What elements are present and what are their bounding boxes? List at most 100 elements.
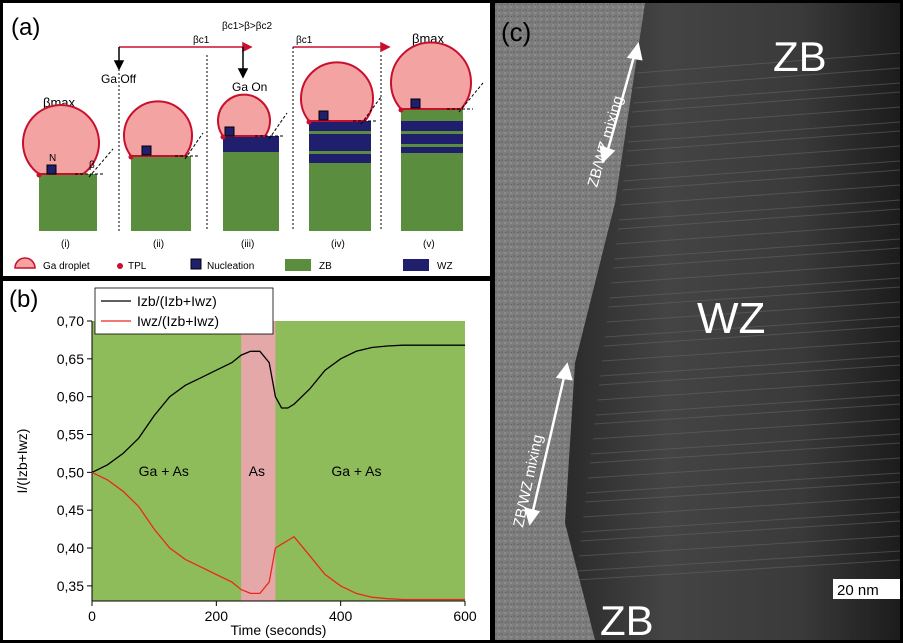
stage-iv bbox=[300, 61, 382, 231]
panel-c: (c) ZB WZ ZB ZB/WZ mixing ZB/WZ mixing 2… bbox=[495, 3, 900, 640]
legend-tpl-icon bbox=[117, 263, 123, 269]
y-tick-label: 0,70 bbox=[57, 313, 84, 329]
fault-line bbox=[616, 223, 900, 245]
panel-a-label: (a) bbox=[11, 14, 40, 41]
chart-axes: 0 200 400 600 0,35 0,40 0,45 0,50 0,55 0,60 0,65 0,… bbox=[57, 313, 477, 624]
fault-line bbox=[617, 208, 900, 230]
region-label-2: As bbox=[249, 463, 265, 479]
fault-line bbox=[613, 247, 900, 269]
fault-line bbox=[599, 364, 900, 386]
legend-ga-droplet: Ga droplet bbox=[43, 261, 90, 272]
fault-line bbox=[604, 316, 900, 338]
stacking-fault-lines bbox=[575, 52, 900, 581]
legend-nucleation: Nucleation bbox=[207, 261, 254, 272]
fault-line bbox=[634, 67, 900, 89]
x-axis-label: Time (seconds) bbox=[231, 622, 327, 638]
stage-separators bbox=[118, 47, 382, 231]
panel-b-label: (b) bbox=[9, 286, 38, 313]
ga-droplet-i bbox=[22, 104, 100, 175]
legend-tpl: TPL bbox=[128, 261, 147, 272]
zb-top-label: ZB bbox=[773, 33, 827, 80]
fault-line bbox=[580, 520, 900, 542]
fault-line bbox=[602, 340, 900, 362]
legend-zb-icon bbox=[285, 259, 311, 271]
fault-line bbox=[625, 145, 900, 167]
chart-background bbox=[92, 321, 465, 601]
timeline-arrows bbox=[119, 41, 391, 53]
scale-bar-label: 20 nm bbox=[837, 582, 879, 599]
x-tick-label: 0 bbox=[88, 608, 96, 624]
fault-line bbox=[611, 262, 900, 284]
fault-line bbox=[594, 403, 900, 425]
stage-label-ii: (ii) bbox=[153, 239, 164, 250]
y-axis-label: I/(Izb+Iwz) bbox=[14, 429, 30, 494]
y-tick-label: 0,55 bbox=[57, 427, 84, 443]
panel-b: 0 200 400 600 0,35 0,40 0,45 0,50 0,55 0,60 0,65 0,… bbox=[3, 281, 490, 640]
ga-droplet-ii bbox=[123, 100, 193, 157]
stage-v bbox=[390, 41, 484, 231]
legend-droplet-icon bbox=[14, 257, 36, 269]
fault-line bbox=[586, 472, 900, 494]
tpl-i bbox=[36, 172, 42, 178]
series-line-1 bbox=[91, 344, 465, 473]
nanowire-body bbox=[565, 3, 900, 640]
x-tick-label: 600 bbox=[453, 608, 477, 624]
fault-line bbox=[620, 184, 900, 206]
y-tick-label: 0,45 bbox=[57, 502, 84, 518]
fault-line bbox=[627, 130, 900, 152]
ga-on-label: Ga On bbox=[232, 80, 267, 94]
y-tick-label: 0,50 bbox=[57, 464, 84, 480]
region-bg-as bbox=[241, 321, 276, 601]
y-tick-label: 0,60 bbox=[57, 389, 84, 405]
stage-label-v: (v) bbox=[423, 239, 435, 250]
y-tick-label: 0,65 bbox=[57, 351, 84, 367]
beta-c1-left: βc1 bbox=[193, 35, 210, 46]
fault-line bbox=[581, 511, 900, 533]
chart-series bbox=[91, 344, 465, 601]
fault-line bbox=[600, 355, 900, 377]
legend-box bbox=[94, 287, 274, 335]
ga-droplet-iii bbox=[217, 93, 271, 137]
stage-i: N β bbox=[22, 104, 114, 231]
fault-line bbox=[636, 52, 900, 74]
fault-line bbox=[590, 433, 900, 455]
n-label: N bbox=[49, 153, 56, 164]
wz-label: WZ bbox=[697, 294, 765, 343]
fault-line bbox=[630, 106, 900, 128]
y-tick-label: 0,35 bbox=[57, 578, 84, 594]
legend-label-2: Iwz/(Izb+Iwz) bbox=[137, 313, 219, 329]
fault-line bbox=[608, 286, 900, 308]
fault-line bbox=[587, 457, 900, 479]
beta-condition: βc1>β>βc2 bbox=[222, 21, 272, 32]
fault-line bbox=[614, 238, 900, 260]
stage-labels: (i) (ii) (iii) (iv) (v) bbox=[61, 239, 435, 250]
legend-zb: ZB bbox=[319, 261, 332, 272]
stage-label-iii: (iii) bbox=[241, 239, 254, 250]
fault-line bbox=[595, 394, 900, 416]
panel-a-legend: Ga droplet TPL Nucleation ZB WZ bbox=[14, 257, 453, 272]
legend-nucleation-icon bbox=[190, 258, 202, 270]
fault-line bbox=[575, 559, 900, 581]
x-tick-label: 400 bbox=[329, 608, 353, 624]
fault-line bbox=[622, 169, 900, 191]
tem-image: (c) ZB WZ ZB ZB/WZ mixing ZB/WZ mixing 2… bbox=[495, 3, 900, 640]
fault-line bbox=[585, 481, 900, 503]
fault-line bbox=[603, 325, 900, 347]
fault-line bbox=[592, 418, 900, 440]
zb-bottom-label: ZB bbox=[600, 597, 654, 640]
fault-line bbox=[623, 160, 900, 182]
legend-wz-icon bbox=[403, 259, 429, 271]
stage-iii bbox=[217, 93, 288, 231]
scale-bar-box bbox=[833, 579, 900, 599]
chart-legend: Izb/(Izb+Iwz) Iwz/(Izb+Iwz) bbox=[94, 287, 274, 335]
panel-c-label: (c) bbox=[501, 17, 531, 47]
region-label-1: Ga + As bbox=[139, 463, 189, 479]
panel-a: (a) Ga Off Ga On βc1 βc1>β>βc2 βc1 βmax … bbox=[3, 3, 490, 276]
fault-line bbox=[583, 496, 900, 518]
series-line-2 bbox=[91, 471, 465, 601]
stage-ii bbox=[123, 100, 204, 231]
fault-line bbox=[606, 301, 900, 323]
fault-line bbox=[589, 442, 900, 464]
legend-label-1: Izb/(Izb+Iwz) bbox=[137, 293, 217, 309]
